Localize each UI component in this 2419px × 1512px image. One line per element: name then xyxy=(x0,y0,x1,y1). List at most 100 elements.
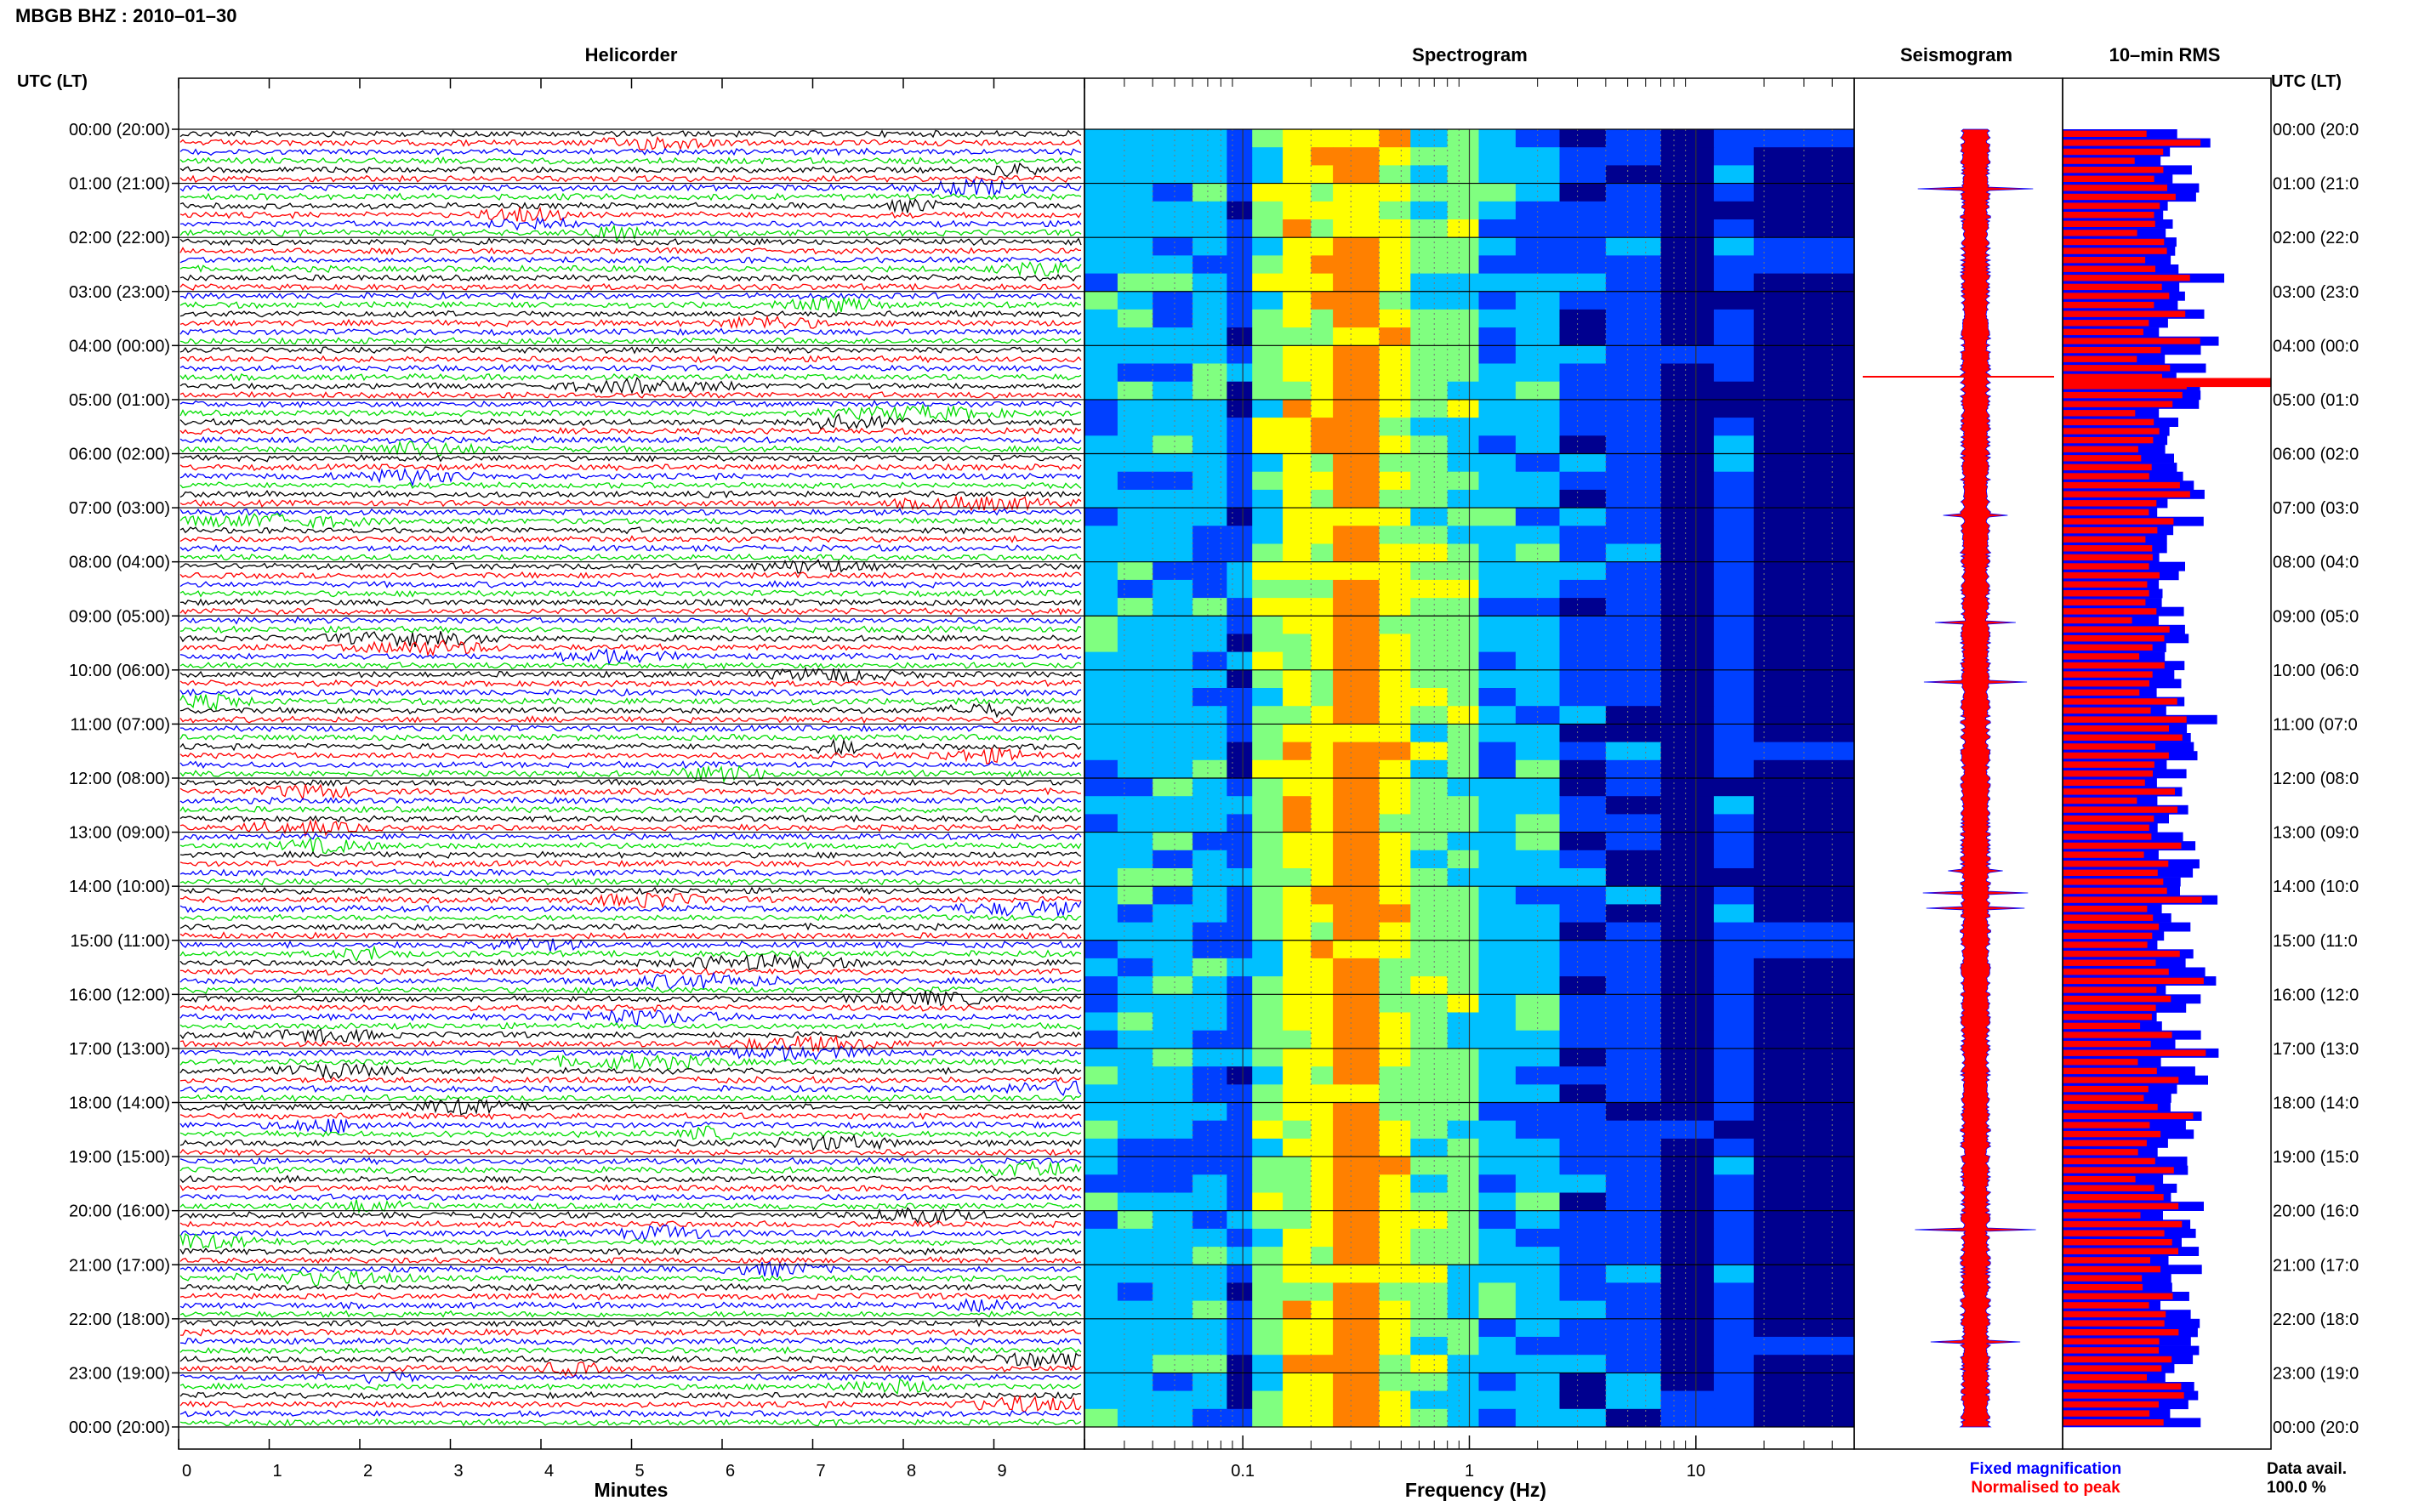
spectrogram-cell xyxy=(1559,526,1607,544)
spectrogram-cell xyxy=(1252,994,1283,1013)
spectrogram-cell xyxy=(1283,1012,1312,1032)
spectrogram-cell xyxy=(1227,598,1253,617)
spectrogram-cell xyxy=(1283,922,1312,941)
helicorder-panel xyxy=(179,129,1082,1427)
spectrogram-cell xyxy=(1559,616,1607,634)
spectrogram-cell xyxy=(1252,1138,1283,1157)
helicorder-trace xyxy=(179,693,1082,712)
spectrogram-cell xyxy=(1252,327,1283,346)
spectrogram-cell xyxy=(1283,796,1312,815)
spectrogram-cell xyxy=(1252,399,1283,418)
spectrogram-cell xyxy=(1283,165,1312,185)
spectrogram-cell xyxy=(1283,976,1312,995)
spectrogram-cell xyxy=(1713,976,1755,995)
spectrogram-cell xyxy=(1333,1066,1380,1085)
spectrogram-cell xyxy=(1283,561,1312,581)
left-time-label: 02:00 (22:00) xyxy=(69,229,170,247)
spectrogram-cell xyxy=(1117,1408,1153,1428)
spectrogram-cell xyxy=(1192,183,1227,202)
spectrogram-cell xyxy=(1192,526,1227,544)
spectrogram-cell xyxy=(1410,616,1449,634)
spectrogram-cell xyxy=(1447,651,1479,671)
spectrogram-cell xyxy=(1713,1192,1755,1212)
helicorder-trace xyxy=(179,1219,1082,1229)
spectrogram-cell xyxy=(1252,1030,1283,1049)
spectrogram-cell xyxy=(1447,183,1479,202)
rms-bar-normalised xyxy=(2063,220,2155,227)
spectrogram-cell xyxy=(1660,1390,1715,1410)
helicorder-trace xyxy=(179,198,1082,213)
spectrogram-cell xyxy=(1515,1102,1560,1122)
helicorder-trace xyxy=(179,662,1082,670)
frequency-tick-label: 0.1 xyxy=(1231,1462,1255,1481)
spectrogram-cell xyxy=(1192,669,1227,689)
spectrogram-cell xyxy=(1252,958,1283,977)
spectrogram-cell xyxy=(1447,1012,1479,1032)
spectrogram-cell xyxy=(1447,147,1479,166)
spectrogram-cell xyxy=(1252,1247,1283,1265)
spectrogram-cell xyxy=(1084,814,1118,833)
spectrogram-cell xyxy=(1153,327,1193,346)
spectrogram-cell xyxy=(1283,435,1312,454)
spectrogram-cell xyxy=(1559,273,1607,293)
spectrogram-cell xyxy=(1605,1048,1662,1067)
spectrogram-cell xyxy=(1153,543,1193,563)
spectrogram-cell xyxy=(1311,724,1334,743)
spectrogram-cell xyxy=(1252,706,1283,725)
helicorder-trace xyxy=(179,553,1082,562)
left-time-label: 09:00 (05:00) xyxy=(69,607,170,626)
spectrogram-cell xyxy=(1252,796,1283,815)
spectrogram-cell xyxy=(1447,796,1479,815)
spectrogram-cell xyxy=(1447,489,1479,509)
rms-bar-normalised xyxy=(2063,148,2164,156)
helicorder-trace xyxy=(179,403,1082,422)
spectrogram-cell xyxy=(1227,724,1253,743)
spectrogram-cell xyxy=(1283,724,1312,743)
spectrogram-cell xyxy=(1192,814,1227,833)
spectrogram-cell xyxy=(1117,435,1153,454)
spectrogram-cell xyxy=(1478,778,1517,797)
rms-bar-normalised xyxy=(2063,301,2154,309)
helicorder-trace xyxy=(179,1094,1082,1103)
spectrogram-cell xyxy=(1753,994,1855,1013)
spectrogram-cell xyxy=(1283,147,1312,166)
spectrogram-cell xyxy=(1252,832,1283,851)
spectrogram-cell xyxy=(1410,309,1449,328)
spectrogram-cell xyxy=(1084,1247,1118,1265)
spectrogram-cell xyxy=(1227,976,1253,995)
spectrogram-cell xyxy=(1605,1030,1662,1049)
minute-tick-label: 7 xyxy=(817,1462,826,1481)
spectrogram-cell xyxy=(1333,634,1380,653)
spectrogram-cell xyxy=(1410,1192,1449,1212)
spectrogram-cell xyxy=(1333,1390,1380,1410)
spectrogram-cell xyxy=(1515,399,1560,418)
spectrogram-cell xyxy=(1515,1408,1560,1428)
spectrogram-cell xyxy=(1605,778,1662,797)
spectrogram-cell xyxy=(1153,940,1193,959)
spectrogram-cell xyxy=(1379,832,1411,851)
spectrogram-cell xyxy=(1713,435,1755,454)
spectrogram-cell xyxy=(1117,147,1153,166)
spectrogram-cell xyxy=(1117,922,1153,941)
spectrogram-cell xyxy=(1283,1048,1312,1067)
spectrogram-cell xyxy=(1447,706,1479,725)
spectrogram-cell xyxy=(1227,1355,1253,1373)
spectrogram-cell xyxy=(1153,868,1193,887)
spectrogram-cell xyxy=(1084,1355,1118,1373)
spectrogram-cell xyxy=(1713,129,1755,148)
spectrogram-cell xyxy=(1379,1120,1411,1140)
spectrogram-cell xyxy=(1084,237,1118,256)
spectrogram-cell xyxy=(1333,1408,1380,1428)
spectrogram-cell xyxy=(1117,1012,1153,1032)
spectrogram-cell xyxy=(1559,850,1607,869)
helicorder-trace xyxy=(179,400,1082,409)
spectrogram-cell xyxy=(1333,1318,1380,1338)
spectrogram-cell xyxy=(1713,1048,1755,1067)
spectrogram-cell xyxy=(1333,669,1380,689)
spectrogram-cell xyxy=(1515,669,1560,689)
spectrogram-cell xyxy=(1379,291,1411,310)
rms-bar-normalised xyxy=(2063,1230,2165,1236)
spectrogram-cell xyxy=(1153,1012,1193,1032)
spectrogram-cell xyxy=(1252,598,1283,617)
